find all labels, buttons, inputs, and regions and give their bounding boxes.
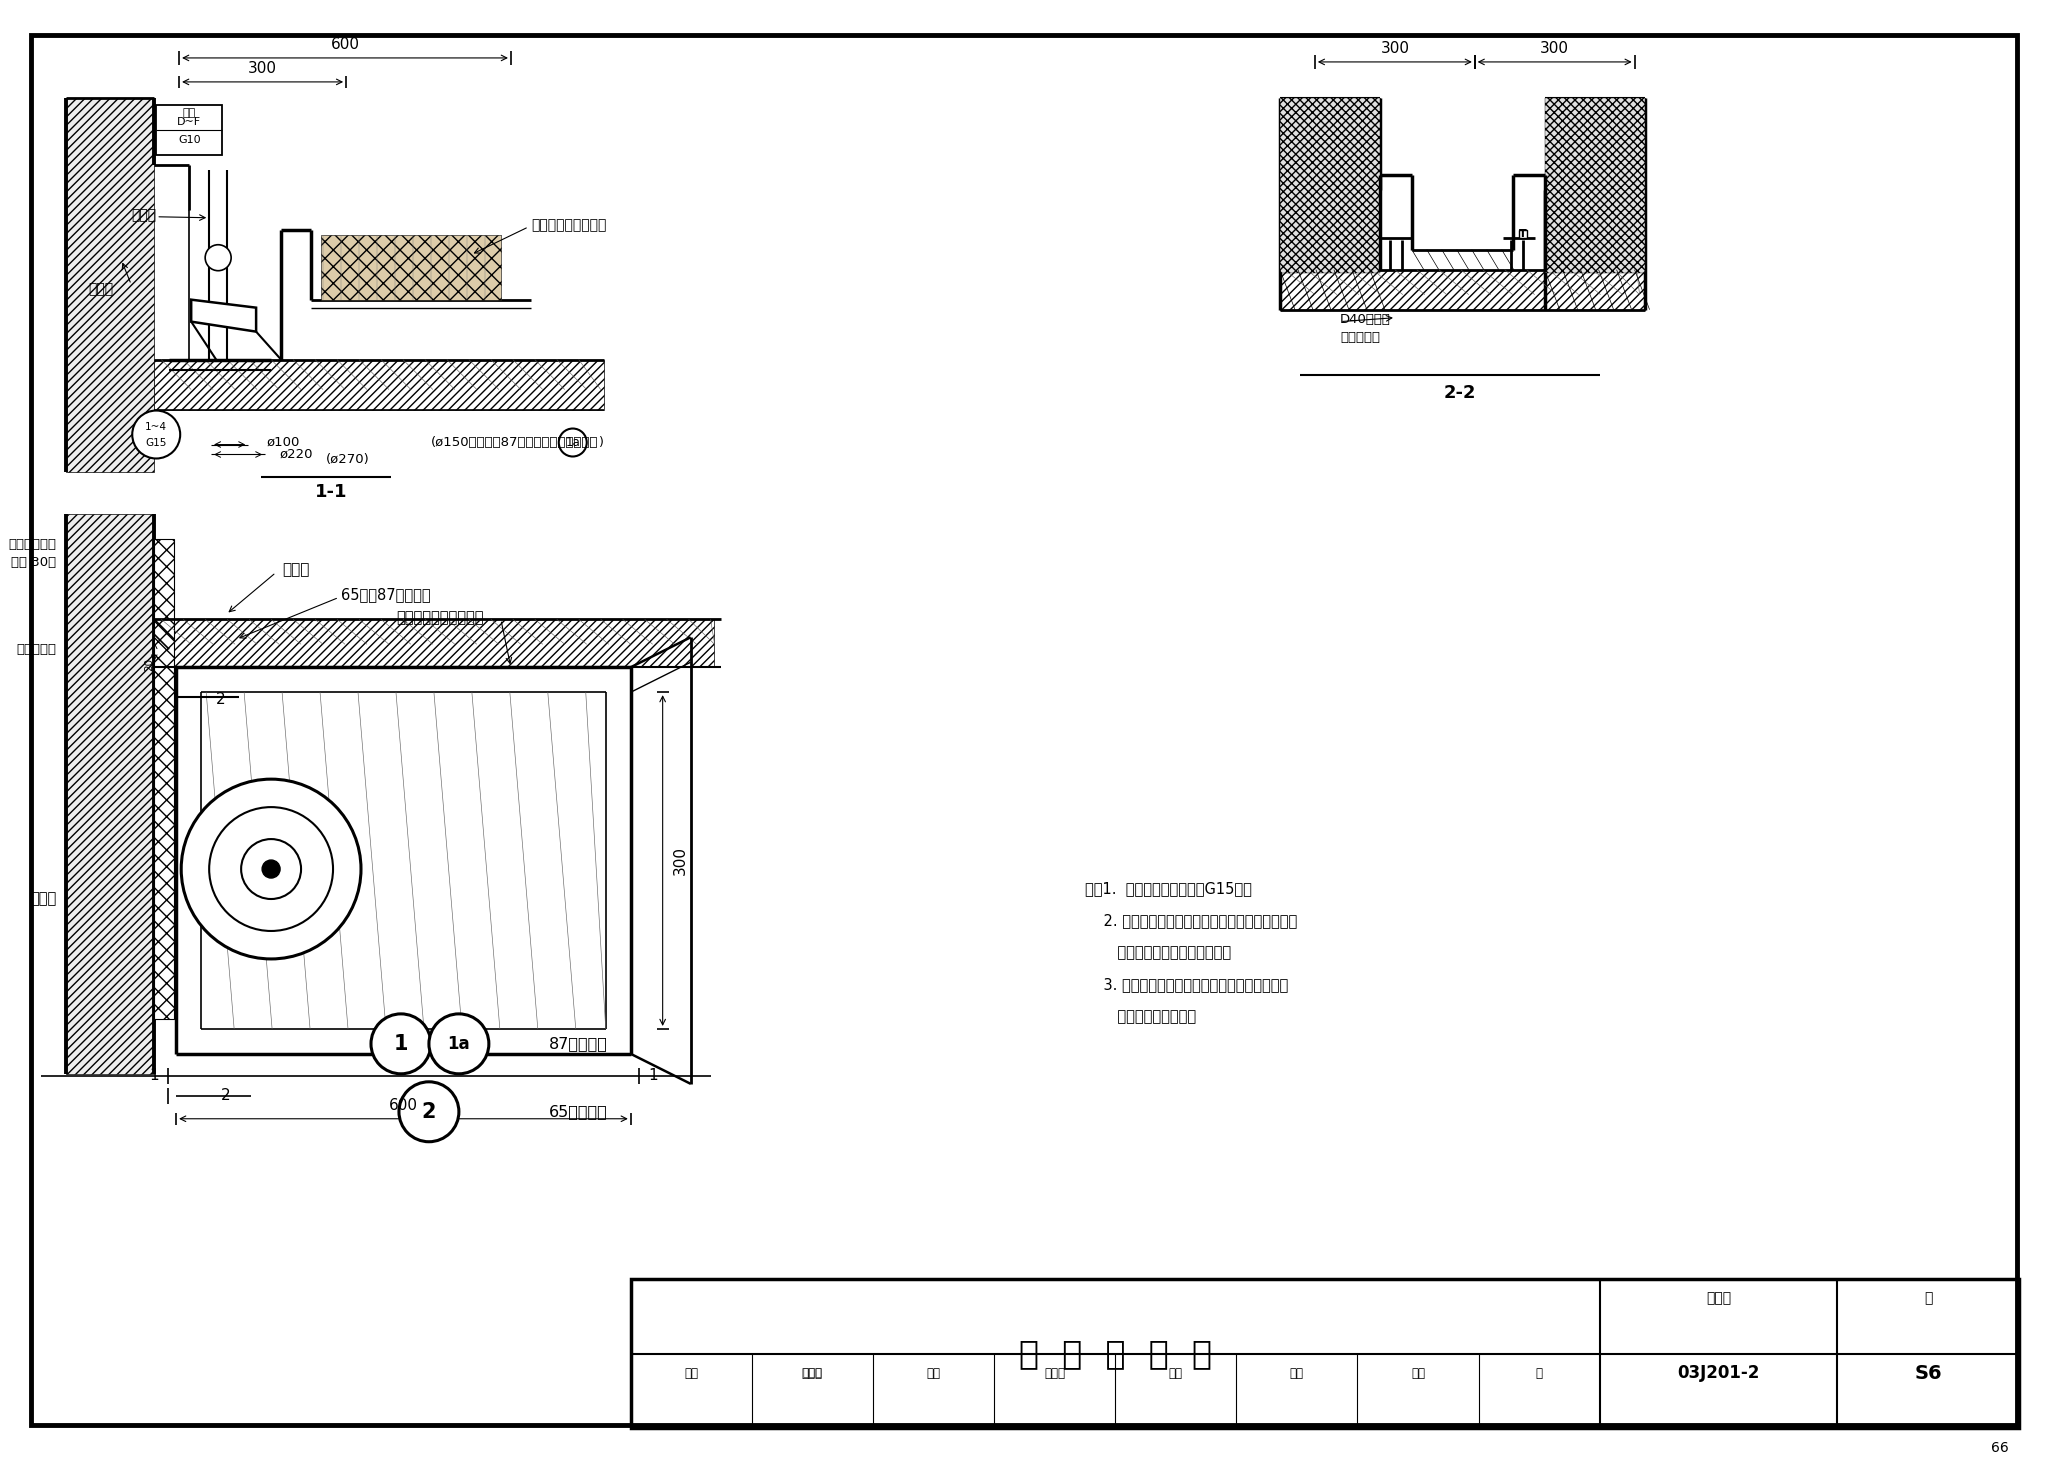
Text: 300: 300 <box>248 61 276 76</box>
Bar <box>154 539 174 1018</box>
Bar <box>631 1279 2019 1428</box>
Text: 2. 排水管仅作清理水池排空用，预埋排水管时，: 2. 排水管仅作清理水池排空用，预埋排水管时， <box>1085 914 1298 928</box>
Text: 1~4: 1~4 <box>145 421 168 431</box>
Text: 注：1.  雨水斗处防水做法见G15页，: 注：1. 雨水斗处防水做法见G15页， <box>1085 881 1251 896</box>
Bar <box>66 98 154 472</box>
Text: 3. 雨水斗型号与本图所注有出入时，板上留洞: 3. 雨水斗型号与本图所注有出入时，板上留洞 <box>1085 978 1288 992</box>
Text: 程明璃: 程明璃 <box>803 1368 823 1378</box>
Text: 参见: 参见 <box>182 108 197 118</box>
Text: 校对: 校对 <box>926 1367 940 1380</box>
Text: D40排水管: D40排水管 <box>1339 313 1391 326</box>
Text: 03J201-2: 03J201-2 <box>1677 1365 1759 1383</box>
Circle shape <box>242 839 301 899</box>
Circle shape <box>428 1014 489 1074</box>
Bar <box>154 619 713 667</box>
Circle shape <box>133 411 180 459</box>
Text: 65型或87型雨水斗: 65型或87型雨水斗 <box>342 587 430 602</box>
Text: 2: 2 <box>422 1101 436 1122</box>
Text: 300: 300 <box>674 847 688 876</box>
Text: 2: 2 <box>217 692 225 707</box>
Text: 户升: 户升 <box>1290 1367 1305 1380</box>
Text: 应确保防漏和阀门开关灵便。: 应确保防漏和阀门开关灵便。 <box>1085 946 1231 960</box>
Text: ø100: ø100 <box>266 436 299 449</box>
Text: 女儿墙: 女儿墙 <box>88 283 115 297</box>
Text: 300: 300 <box>1380 41 1409 57</box>
Text: 页: 页 <box>1923 1291 1933 1305</box>
Text: 程明璃: 程明璃 <box>803 1367 823 1380</box>
Text: D~F: D~F <box>176 117 201 127</box>
Text: 1: 1 <box>393 1034 408 1053</box>
Text: 1: 1 <box>150 1068 160 1084</box>
Text: ): ) <box>590 436 604 449</box>
Text: 87型雨水斗: 87型雨水斗 <box>549 1036 608 1052</box>
Text: 页: 页 <box>1536 1367 1542 1380</box>
Text: 审核: 审核 <box>684 1367 698 1380</box>
Text: 直径应作相应调整。: 直径应作相应调整。 <box>1085 1010 1196 1024</box>
Text: 20: 20 <box>143 657 154 670</box>
Bar <box>154 360 604 409</box>
Text: 现浇钢筋混凝土水池: 现浇钢筋混凝土水池 <box>530 217 606 232</box>
Text: 此段水池壁与水面同高: 此段水池壁与水面同高 <box>395 610 483 625</box>
Text: 300: 300 <box>1540 41 1569 57</box>
Text: 66: 66 <box>1991 1441 2009 1456</box>
Text: 65型雨水斗: 65型雨水斗 <box>549 1104 608 1119</box>
Circle shape <box>371 1014 430 1074</box>
Text: 排水管: 排水管 <box>283 562 309 577</box>
Text: 口部装阀门: 口部装阀门 <box>1339 331 1380 344</box>
Text: (ø150，仅用于87型雨水斗选用详图号为: (ø150，仅用于87型雨水斗选用详图号为 <box>430 436 598 449</box>
Text: 密封膏封严: 密封膏封严 <box>16 643 57 656</box>
Circle shape <box>205 245 231 271</box>
Text: 图集号: 图集号 <box>1706 1291 1731 1305</box>
Text: G15: G15 <box>145 437 168 447</box>
Bar <box>1280 270 1645 310</box>
Text: 1a: 1a <box>449 1034 471 1053</box>
Text: 为计: 为计 <box>1411 1367 1425 1380</box>
Text: 1: 1 <box>647 1068 657 1084</box>
Bar <box>1544 98 1645 272</box>
Circle shape <box>209 807 334 931</box>
Circle shape <box>559 428 586 456</box>
Text: 垂  直  水  落  口: 垂 直 水 落 口 <box>1018 1338 1212 1370</box>
Text: 600: 600 <box>330 38 360 52</box>
Bar <box>322 235 502 300</box>
Bar <box>156 105 221 154</box>
Text: ø220: ø220 <box>279 447 313 460</box>
Bar <box>1520 230 1526 237</box>
Text: (ø270): (ø270) <box>326 453 371 466</box>
Bar <box>1280 98 1380 303</box>
Text: 设计: 设计 <box>1169 1367 1184 1380</box>
Text: 塑料 30厚: 塑料 30厚 <box>10 557 57 568</box>
Circle shape <box>399 1081 459 1142</box>
Text: 1a: 1a <box>565 436 580 449</box>
Text: T: T <box>1520 229 1526 239</box>
Text: 1-1: 1-1 <box>315 484 348 501</box>
Text: 2: 2 <box>221 1088 231 1103</box>
Bar <box>1280 98 1380 272</box>
Circle shape <box>262 860 281 879</box>
Text: 曹颖市: 曹颖市 <box>1044 1367 1065 1380</box>
Text: 排水管: 排水管 <box>131 208 156 221</box>
Polygon shape <box>190 300 256 332</box>
Text: S6: S6 <box>1915 1364 1942 1383</box>
Bar <box>1544 98 1645 303</box>
Text: 聚苯乙烯泡沫: 聚苯乙烯泡沫 <box>8 538 57 551</box>
Text: 600: 600 <box>389 1099 418 1113</box>
Circle shape <box>180 779 360 959</box>
Bar <box>66 514 154 1074</box>
Text: 女儿墙: 女儿墙 <box>31 892 57 906</box>
Text: G10: G10 <box>178 136 201 144</box>
Text: 2-2: 2-2 <box>1444 383 1477 402</box>
